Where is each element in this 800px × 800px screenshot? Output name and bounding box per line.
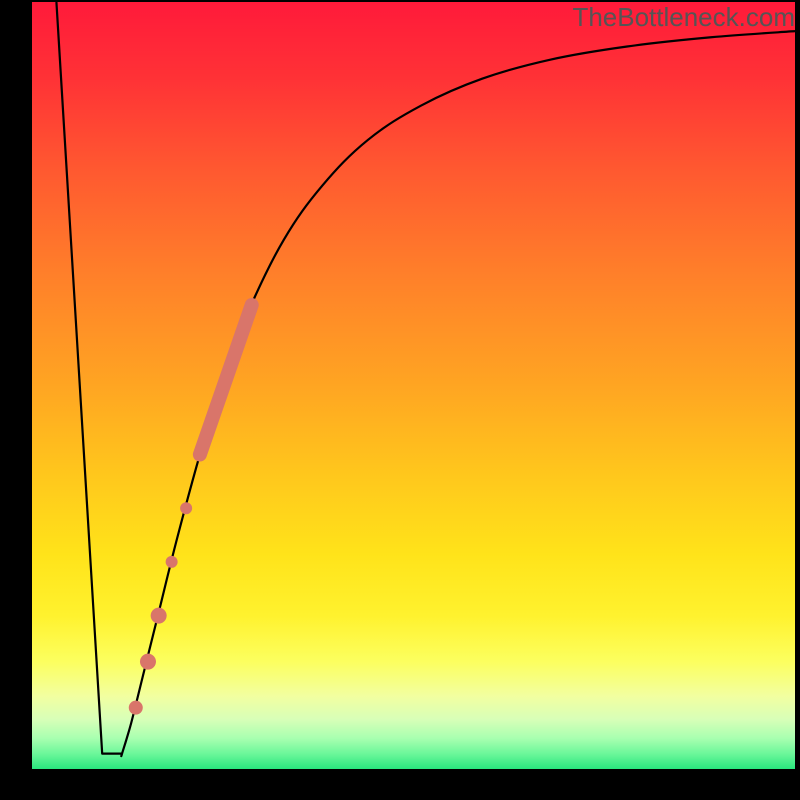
gradient-background (32, 2, 795, 769)
plot-area (32, 2, 795, 769)
chart-container: TheBottleneck.com (0, 0, 800, 800)
attribution-text: TheBottleneck.com (572, 2, 795, 33)
